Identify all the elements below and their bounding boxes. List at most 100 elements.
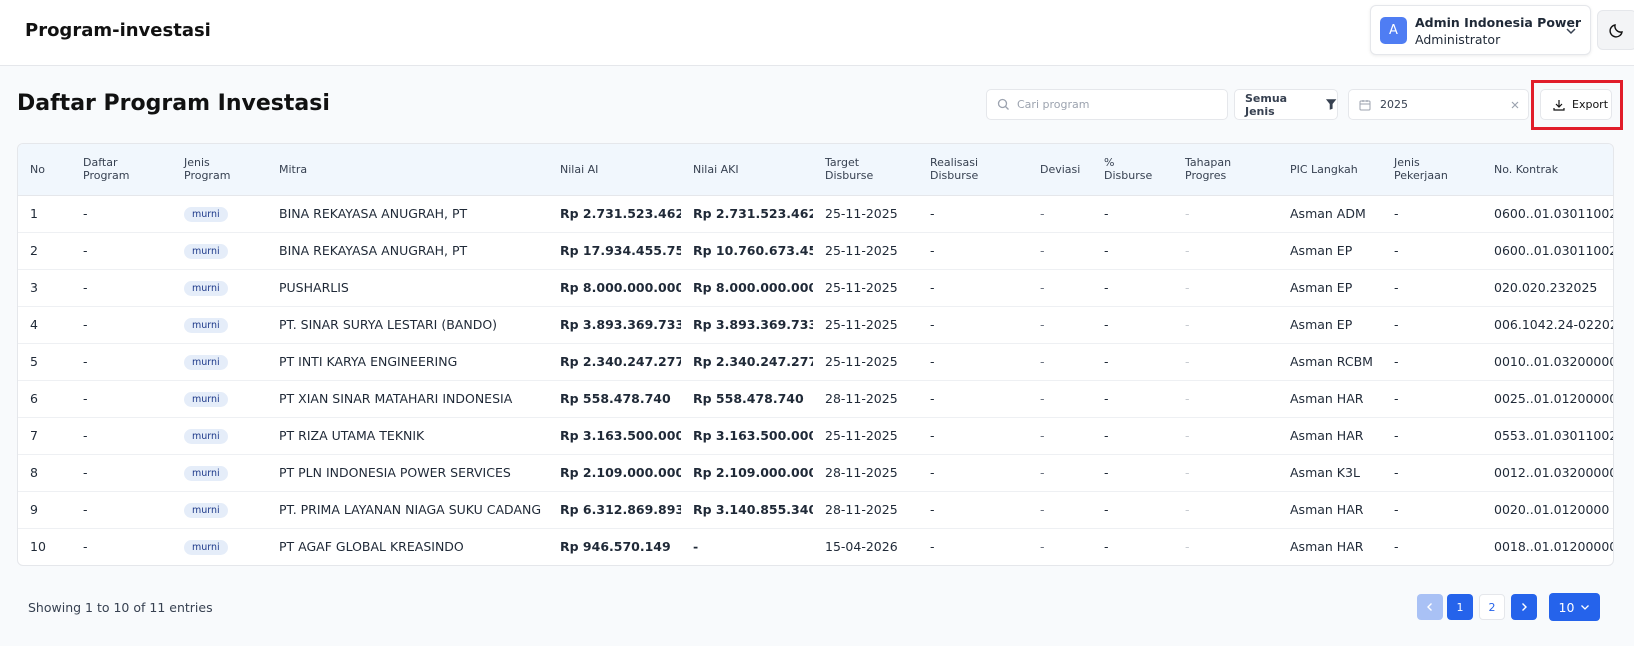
theme-toggle[interactable] (1597, 10, 1634, 50)
table-cell: - (71, 269, 172, 307)
page-button[interactable]: 2 (1479, 594, 1505, 620)
table-row: 6- murni PT XIAN SINAR MATAHARI INDONESIA R… (18, 380, 1613, 418)
table-cell: murni (172, 306, 267, 344)
type-badge: murni (184, 503, 228, 518)
table: No Daftar Program Jenis Program Mitra Nilai … (18, 144, 1613, 565)
table-cell: - (71, 454, 172, 492)
table-cell: Rp 3.140.855.340 (681, 491, 813, 529)
chevron-left (1427, 603, 1432, 611)
column-header: Realisasi Disburse (918, 144, 1028, 196)
table-cell: Rp 2.109.000.000 (681, 454, 813, 492)
table-cell: - (1173, 306, 1278, 344)
export-button[interactable]: Export (1540, 89, 1612, 120)
prev-page[interactable] (1417, 594, 1443, 620)
chevron-down (1581, 605, 1590, 610)
table-cell: - (1092, 306, 1173, 344)
table-cell: PT. PRIMA LAYANAN NIAGA SUKU CADANG (267, 491, 548, 529)
search-input[interactable]: Cari program (986, 89, 1228, 120)
table-cell: - (1394, 539, 1399, 555)
table-cell: - (1092, 380, 1173, 418)
column-header: Target Disburse (813, 144, 918, 196)
highlight-box (1531, 80, 1623, 130)
page-size-value: 10 (1558, 599, 1575, 615)
table-cell: - (71, 306, 172, 344)
table-cell: murni (172, 380, 267, 418)
table-cell: - (1382, 491, 1482, 529)
table-cell: - (1173, 454, 1278, 492)
table-cell: - (1173, 417, 1278, 455)
table-cell: 0600..01.03011002 (1482, 232, 1613, 270)
column-header: Deviasi (1028, 144, 1092, 196)
table-cell: Asman HAR (1278, 380, 1382, 418)
column-header: Jenis Program (172, 144, 267, 196)
table-body: 1- murni BINA REKAYASA ANUGRAH, PT Rp 2.731… (18, 195, 1613, 565)
column-header: Nilai AKI (681, 144, 813, 196)
table-cell: - (1092, 454, 1173, 492)
type-badge: murni (184, 281, 228, 296)
table-cell: PT PLN INDONESIA POWER SERVICES (267, 454, 548, 492)
table-cell: Rp 558.478.740 (681, 380, 813, 418)
table-cell: 1 (18, 195, 71, 233)
table-cell: Rp 946.570.149 (560, 539, 671, 555)
header-row: No Daftar Program Jenis Program Mitra Nilai … (18, 144, 1613, 196)
table-cell: Asman ADM (1278, 195, 1382, 233)
data-table: No Daftar Program Jenis Program Mitra Nilai … (17, 143, 1614, 566)
table-cell: PT AGAF GLOBAL KREASINDO (279, 539, 464, 555)
type-badge: murni (184, 392, 228, 407)
table-cell: 28-11-2025 (813, 454, 918, 492)
table-cell: - (1028, 454, 1092, 492)
clear-icon[interactable] (1510, 100, 1520, 110)
table-cell: Rp 2.731.523.462 (548, 195, 681, 233)
page-size[interactable]: 10 (1549, 593, 1600, 621)
user-name: Admin Indonesia Power (1415, 15, 1582, 30)
table-cell: - (1173, 232, 1278, 270)
column-header: Mitra (267, 144, 548, 196)
table-cell: - (1092, 232, 1173, 270)
export-label: Export (1572, 98, 1609, 111)
type-badge: murni (184, 318, 228, 333)
table-row: 10 - murni PT AGAF GLOBAL KREASINDO Rp 946.5… (18, 528, 1613, 565)
table-cell: 0600..01.03011002 (1482, 195, 1613, 233)
table-cell: PT. SINAR SURYA LESTARI (BANDO) (267, 306, 548, 344)
table-cell: murni (172, 417, 267, 455)
table-row: 7- murni PT RIZA UTAMA TEKNIK Rp 3.163.500.… (18, 417, 1613, 455)
table-cell: - (1382, 306, 1482, 344)
table-cell: 28-11-2025 (813, 491, 918, 529)
column-header: No. Kontrak (1482, 144, 1613, 196)
table-cell: 0553..01.03011002 (1482, 417, 1613, 455)
table-cell: 8 (18, 454, 71, 492)
column-header: No (18, 144, 71, 196)
type-filter[interactable]: Semua Jenis (1234, 89, 1338, 120)
table-cell: - (930, 539, 935, 555)
table-cell: 3 (18, 269, 71, 307)
table-cell: 5 (18, 343, 71, 381)
column-header: Nilai AI (548, 144, 681, 196)
type-badge: murni (184, 540, 228, 556)
table-cell: - (918, 491, 1028, 529)
table-cell: PT RIZA UTAMA TEKNIK (267, 417, 548, 455)
table-cell: - (918, 195, 1028, 233)
calendar-icon (1359, 99, 1371, 110)
page-button[interactable]: 1 (1447, 594, 1473, 620)
table-cell: BINA REKAYASA ANUGRAH, PT (267, 195, 548, 233)
table-cell: 0025..01.012000000 (1482, 380, 1613, 418)
table-row: 2- murni BINA REKAYASA ANUGRAH, PT Rp 17.93… (18, 232, 1613, 270)
next-page[interactable] (1511, 594, 1537, 620)
year-picker[interactable]: 2025 (1348, 89, 1529, 120)
table-cell: - (1173, 343, 1278, 381)
table-cell: - (1028, 417, 1092, 455)
user-menu[interactable]: A Admin Indonesia Power Administrator (1370, 5, 1591, 55)
table-cell: Rp 558.478.740 (548, 380, 681, 418)
table-cell: - (693, 539, 699, 555)
column-header: Tahapan Progres (1173, 144, 1278, 196)
table-cell: - (1092, 269, 1173, 307)
top-bar: Program-investasi A Admin Indonesia Powe… (0, 0, 1634, 66)
table-cell: murni (172, 232, 267, 270)
table-cell: Asman HAR (1290, 539, 1364, 555)
table-cell: 25-11-2025 (813, 343, 918, 381)
table-cell: Rp 3.893.369.733 (681, 306, 813, 344)
type-badge: murni (184, 355, 228, 370)
chevron-right (1522, 603, 1527, 611)
table-cell: 28-11-2025 (813, 380, 918, 418)
